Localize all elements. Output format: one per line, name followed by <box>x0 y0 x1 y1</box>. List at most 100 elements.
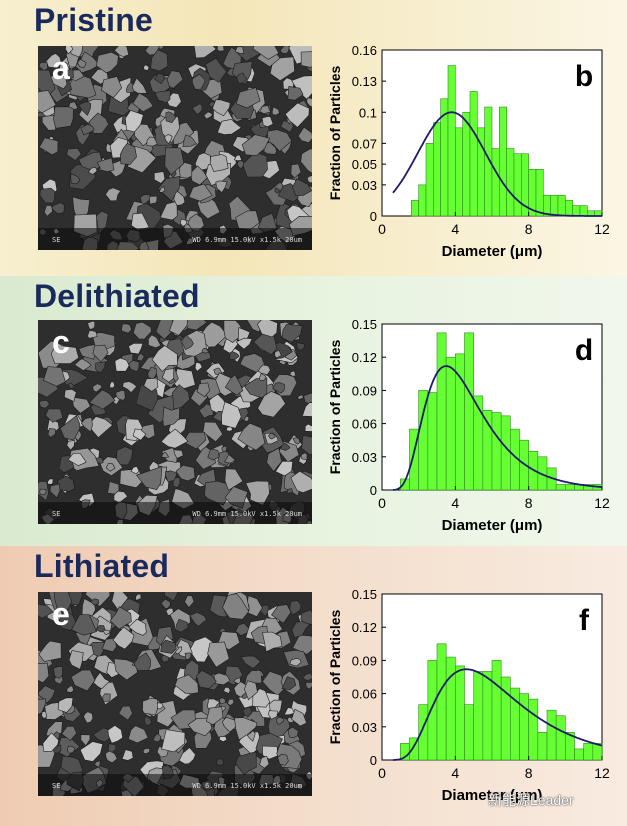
histogram-bar <box>550 194 559 217</box>
histogram-bar <box>565 484 575 491</box>
sem-grain <box>71 396 91 414</box>
sem-grain <box>259 105 271 114</box>
sem-grain <box>130 465 140 475</box>
sem-grain <box>290 163 302 179</box>
sem-grain <box>196 670 217 689</box>
sem-grain <box>50 341 80 364</box>
y-tick-label: 0.1 <box>359 105 377 120</box>
sem-grain <box>53 106 74 129</box>
sem-grain <box>87 329 98 339</box>
y-axis-label: Fraction of Particles <box>327 65 343 200</box>
sem-grain <box>118 705 133 721</box>
sem-grain <box>114 357 130 372</box>
sem-grain <box>210 154 229 172</box>
sem-grain <box>224 468 244 491</box>
sem-grain <box>201 347 210 354</box>
x-tick-label: 12 <box>594 221 610 237</box>
histogram-bar <box>555 484 566 491</box>
sem-grain <box>196 382 210 398</box>
sem-grain <box>217 118 242 135</box>
y-tick-label: 0.03 <box>352 720 377 735</box>
sem-grain <box>205 57 228 83</box>
x-tick-label: 0 <box>378 495 386 511</box>
histogram-bar <box>447 65 456 217</box>
histogram-svg: 0 4 8 12 0 0.03 0.06 0.09 0.12 0.15 Diameter (μm) F… <box>327 317 610 534</box>
sem-grain <box>306 97 312 108</box>
sem-grain <box>152 732 162 742</box>
sem-grain <box>252 46 280 60</box>
sem-grain <box>266 129 293 152</box>
sem-grain <box>38 698 47 715</box>
sem-grain <box>158 186 166 193</box>
sem-grain <box>235 751 257 776</box>
sem-grain <box>165 470 178 483</box>
x-axis-label: Diameter (μm) <box>442 787 543 804</box>
sem-grain <box>237 422 266 451</box>
sem-grain <box>107 743 117 753</box>
sem-grain <box>219 697 227 704</box>
sem-info-bar: SE WD 6.9mm 15.0kV x1.5k 20um <box>38 228 312 250</box>
histogram-bar <box>491 412 502 491</box>
sem-grain <box>150 49 169 72</box>
y-tick-label: 0.13 <box>352 74 377 89</box>
sem-info-bar: SE WD 6.9mm 15.0kV x1.5k 20um <box>38 774 312 796</box>
panel-title: Pristine <box>34 2 153 38</box>
sem-grain <box>207 641 230 668</box>
sem-grain <box>87 166 98 175</box>
sem-grain <box>105 749 118 764</box>
sem-grain <box>102 693 111 702</box>
sem-grain <box>188 183 213 202</box>
sem-grain <box>124 110 144 133</box>
sem-grain <box>158 46 164 50</box>
sem-texture <box>38 46 312 250</box>
sem-grain <box>90 598 100 606</box>
sem-grain <box>218 736 228 743</box>
sem-grain <box>133 652 151 671</box>
sem-grain <box>271 604 292 624</box>
sem-grain <box>199 321 228 348</box>
sem-grain <box>113 46 130 57</box>
sem-panel-letter: c <box>52 324 70 360</box>
sem-grain <box>125 81 135 93</box>
sem-grain <box>95 625 106 633</box>
sem-grain <box>224 453 236 464</box>
histogram-bar <box>555 715 566 761</box>
sem-grain <box>244 680 258 701</box>
y-tick-label: 0 <box>370 483 377 498</box>
sem-grain <box>300 148 312 174</box>
histogram-bar <box>572 205 581 217</box>
sem-grain <box>240 655 262 669</box>
sem-grain <box>93 760 101 768</box>
sem-grain <box>202 421 224 443</box>
sem-grain <box>281 324 303 343</box>
sem-grain <box>304 423 312 432</box>
sem-grain <box>244 377 268 399</box>
sem-grain <box>148 334 162 349</box>
sem-grain <box>292 437 301 445</box>
sem-grain <box>109 381 116 389</box>
sem-grain <box>235 87 261 109</box>
sem-grain <box>83 711 94 724</box>
sem-grain <box>107 481 120 495</box>
y-tick-label: 0.09 <box>352 383 377 398</box>
sem-grain <box>179 218 188 227</box>
histogram-bar <box>455 665 465 761</box>
sem-grain <box>290 470 312 494</box>
x-tick-label: 8 <box>525 221 533 237</box>
sem-grain <box>105 463 116 472</box>
sem-grain <box>161 729 186 753</box>
sem-grain <box>224 374 244 396</box>
sem-grain <box>292 634 312 655</box>
sem-grain <box>216 46 225 52</box>
sem-grain <box>109 606 132 630</box>
sem-grain <box>300 51 312 68</box>
x-axis-label: Diameter (μm) <box>442 517 543 534</box>
y-tick-label: 0.05 <box>352 157 377 172</box>
sem-grain <box>178 747 196 765</box>
sem-grain <box>39 488 47 496</box>
histogram-bar <box>427 660 438 761</box>
histogram-bar <box>469 91 478 217</box>
sem-grain <box>274 349 282 359</box>
histogram-svg: 0 4 8 12 0 0.03 0.06 0.09 0.12 0.15 Diameter (μm) F… <box>327 587 610 804</box>
sem-grain <box>281 676 297 691</box>
